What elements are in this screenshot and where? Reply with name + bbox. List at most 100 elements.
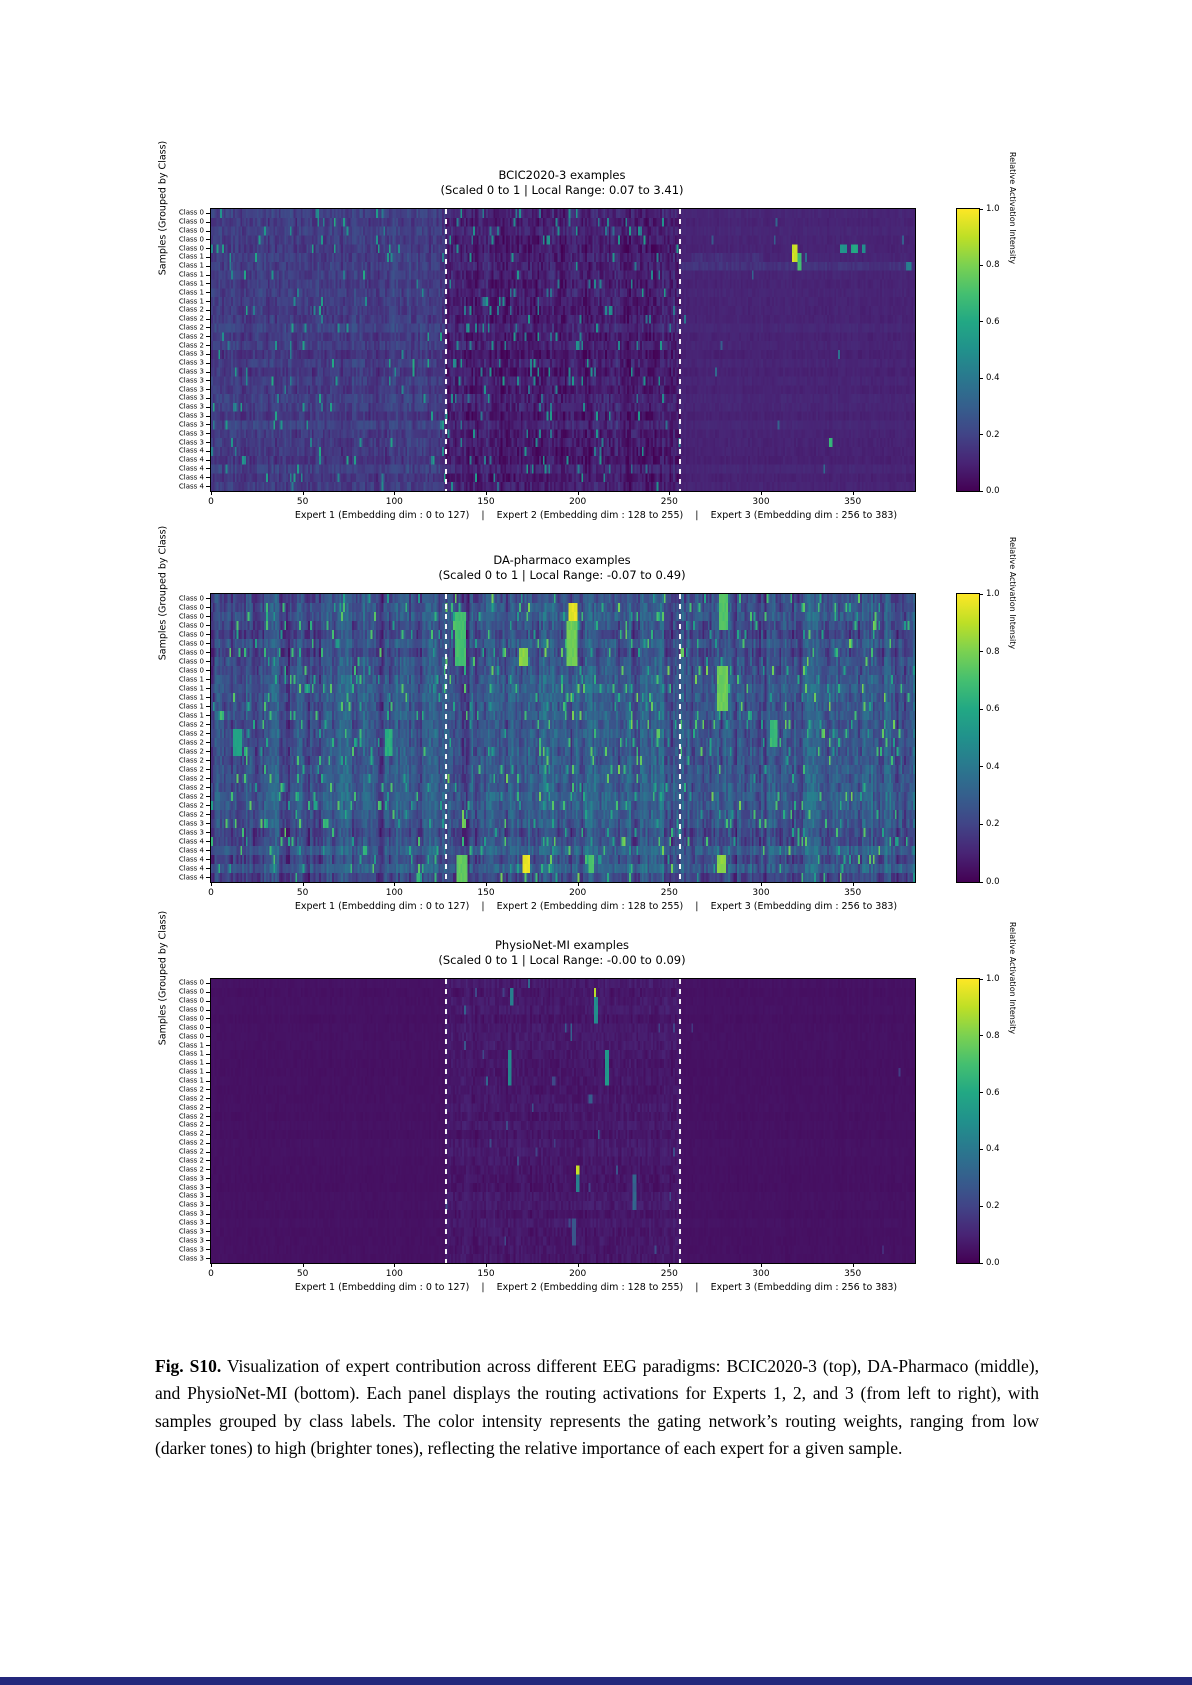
class-tick-label: Class 2 <box>178 720 204 728</box>
class-tick-label: Class 4 <box>178 464 204 473</box>
y-tick-mark <box>206 832 210 833</box>
x-tick-label: 350 <box>844 1269 862 1279</box>
class-tick-label: Class 3 <box>178 1200 204 1209</box>
class-tick-label: Class 3 <box>178 349 204 358</box>
colorbar-tick-mark <box>979 264 983 266</box>
y-tick-mark <box>206 760 210 761</box>
class-tick-label: Class 3 <box>178 411 204 420</box>
y-tick-mark <box>206 283 210 285</box>
y-tick-mark <box>206 1240 210 1242</box>
y-tick-mark <box>206 415 210 417</box>
expert-boundary-line <box>444 594 447 882</box>
y-tick-mark <box>206 1098 210 1100</box>
class-tick-label: Class 4 <box>178 873 204 881</box>
colorbar-tick-mark <box>979 490 983 492</box>
x-tick-mark <box>669 491 671 495</box>
class-tick-label: Class 0 <box>178 666 204 674</box>
panel-subtitle: (Scaled 0 to 1 | Local Range: -0.07 to 0… <box>438 568 686 582</box>
y-tick-mark <box>206 353 210 355</box>
y-tick-mark <box>206 265 210 267</box>
x-tick-mark <box>302 882 304 886</box>
class-tick-label: Class 1 <box>178 270 204 279</box>
x-tick-label: 50 <box>296 888 309 898</box>
class-tick-label: Class 0 <box>178 978 204 987</box>
y-tick-mark <box>206 406 210 408</box>
class-tick-label: Class 3 <box>178 1245 204 1254</box>
class-tick-label: Class 1 <box>178 279 204 288</box>
class-tick-label: Class 0 <box>178 594 204 602</box>
class-tick-label: Class 3 <box>178 1191 204 1200</box>
y-tick-mark <box>206 706 210 707</box>
x-tick-mark <box>394 1263 396 1267</box>
y-tick-mark <box>206 742 210 743</box>
class-tick-label: Class 0 <box>178 217 204 226</box>
class-tick-label: Class 3 <box>178 1174 204 1183</box>
class-tick-label: Class 3 <box>178 1227 204 1236</box>
class-tick-label: Class 2 <box>178 801 204 809</box>
y-tick-mark <box>206 652 210 653</box>
class-tick-label: Class 1 <box>178 297 204 306</box>
y-tick-mark <box>206 1089 210 1091</box>
y-tick-mark <box>206 679 210 680</box>
class-tick-label: Class 3 <box>178 429 204 438</box>
y-tick-mark <box>206 733 210 734</box>
y-tick-mark <box>206 486 210 488</box>
class-tick-label: Class 0 <box>178 1023 204 1032</box>
panel-subtitle: (Scaled 0 to 1 | Local Range: -0.00 to 0… <box>438 953 686 967</box>
class-tick-label: Class 1 <box>178 693 204 701</box>
y-tick-mark <box>206 1160 210 1162</box>
class-tick-label: Class 1 <box>178 252 204 261</box>
class-tick-label: Class 2 <box>178 1103 204 1112</box>
class-tick-label: Class 3 <box>178 1236 204 1245</box>
class-tick-label: Class 3 <box>178 828 204 836</box>
x-axis-label: Expert 1 (Embedding dim : 0 to 127) | Ex… <box>294 1282 898 1293</box>
y-tick-mark <box>206 841 210 842</box>
colorbar-label: Relative Activation Intensity <box>1008 921 1017 1035</box>
class-tick-label: Class 2 <box>178 1147 204 1156</box>
x-tick-label: 350 <box>844 497 862 507</box>
y-tick-mark <box>206 212 210 214</box>
y-tick-mark <box>206 1000 210 1002</box>
x-tick-mark <box>669 882 671 886</box>
y-axis-label: Samples (Grouped by Class) <box>157 910 169 1046</box>
y-tick-mark <box>206 634 210 635</box>
colorbar-tick-label: 0.0 <box>986 877 1000 887</box>
y-tick-mark <box>206 724 210 725</box>
x-tick-mark <box>852 1263 854 1267</box>
y-tick-mark <box>206 1195 210 1197</box>
colorbar-tick-label: 0.8 <box>986 1030 1000 1041</box>
x-tick-label: 250 <box>660 497 678 507</box>
class-tick-label: Class 3 <box>178 819 204 827</box>
class-tick-label: Class 2 <box>178 747 204 755</box>
panel-title: PhysioNet-MI examples <box>494 938 630 952</box>
class-tick-label: Class 0 <box>178 603 204 611</box>
heatmap-canvas <box>211 979 915 1263</box>
y-tick-mark <box>206 477 210 479</box>
y-tick-mark <box>206 1249 210 1251</box>
y-tick-mark <box>206 468 210 470</box>
x-tick-mark <box>852 882 854 886</box>
class-tick-label: Class 0 <box>178 630 204 638</box>
x-axis-label: Expert 1 (Embedding dim : 0 to 127) | Ex… <box>294 510 898 521</box>
y-tick-mark <box>206 1107 210 1109</box>
class-tick-label: Class 0 <box>178 208 204 217</box>
class-tick-label: Class 4 <box>178 855 204 863</box>
y-tick-mark <box>206 1169 210 1171</box>
class-tick-label: Class 0 <box>178 1032 204 1041</box>
y-tick-mark <box>206 336 210 338</box>
y-tick-mark <box>206 301 210 303</box>
colorbar-tick-label: 0.6 <box>986 704 1000 715</box>
panel-title-block: DA-pharmaco examples (Scaled 0 to 1 | Lo… <box>210 553 914 583</box>
class-tick-label: Class 2 <box>178 1129 204 1138</box>
colorbar-tick-mark <box>979 978 983 980</box>
x-tick-mark <box>852 491 854 495</box>
x-tick-label: 50 <box>296 497 309 507</box>
y-tick-mark <box>206 850 210 851</box>
y-tick-mark <box>206 397 210 399</box>
y-tick-mark <box>206 643 210 644</box>
y-axis-label: Samples (Grouped by Class) <box>157 140 169 276</box>
class-tick-label: Class 0 <box>178 1005 204 1014</box>
y-tick-mark <box>206 814 210 815</box>
x-tick-mark <box>302 1263 304 1267</box>
